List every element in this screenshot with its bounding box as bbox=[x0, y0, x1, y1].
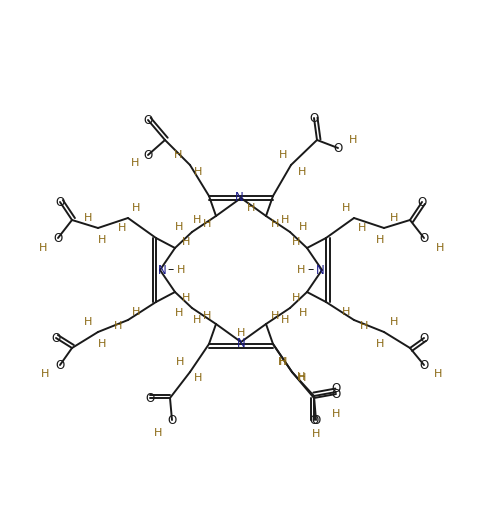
Text: O: O bbox=[51, 332, 61, 344]
Text: O: O bbox=[312, 413, 321, 427]
Text: H: H bbox=[271, 311, 279, 321]
Text: H: H bbox=[376, 235, 384, 245]
Text: H: H bbox=[193, 315, 201, 325]
Text: H: H bbox=[118, 223, 126, 233]
Text: H: H bbox=[203, 219, 211, 229]
Text: H: H bbox=[182, 293, 190, 303]
Text: O: O bbox=[331, 382, 341, 394]
Text: H: H bbox=[247, 203, 255, 213]
Text: O: O bbox=[331, 387, 341, 401]
Text: H: H bbox=[292, 237, 300, 247]
Text: H: H bbox=[98, 235, 106, 245]
Text: H: H bbox=[297, 372, 305, 382]
Text: H: H bbox=[298, 167, 306, 177]
Text: H: H bbox=[279, 150, 287, 160]
Text: N: N bbox=[157, 264, 166, 276]
Text: H: H bbox=[237, 328, 245, 338]
Text: H: H bbox=[203, 311, 211, 321]
Text: H: H bbox=[84, 317, 92, 327]
Text: O: O bbox=[419, 359, 428, 371]
Text: H: H bbox=[342, 203, 350, 213]
Text: H: H bbox=[281, 215, 289, 225]
Text: H: H bbox=[154, 428, 162, 438]
Text: H: H bbox=[131, 158, 139, 168]
Text: H: H bbox=[298, 373, 306, 383]
Text: O: O bbox=[168, 413, 177, 427]
Text: H: H bbox=[358, 223, 366, 233]
Text: H: H bbox=[299, 222, 307, 232]
Text: H: H bbox=[299, 308, 307, 318]
Text: O: O bbox=[56, 196, 65, 208]
Text: H: H bbox=[98, 339, 106, 349]
Text: H: H bbox=[376, 339, 384, 349]
Text: H: H bbox=[175, 222, 183, 232]
Text: H: H bbox=[175, 308, 183, 318]
Text: H: H bbox=[182, 237, 190, 247]
Text: H: H bbox=[292, 293, 300, 303]
Text: O: O bbox=[143, 149, 153, 161]
Text: H: H bbox=[281, 315, 289, 325]
Text: O: O bbox=[56, 359, 65, 371]
Text: H: H bbox=[193, 215, 201, 225]
Text: H: H bbox=[297, 265, 305, 275]
Text: H: H bbox=[41, 369, 49, 379]
Text: H: H bbox=[84, 213, 92, 223]
Text: H: H bbox=[332, 409, 340, 419]
Text: O: O bbox=[143, 113, 153, 127]
Text: H: H bbox=[174, 150, 182, 160]
Text: –: – bbox=[308, 264, 314, 276]
Text: H: H bbox=[194, 167, 202, 177]
Text: H: H bbox=[279, 357, 287, 367]
Text: H: H bbox=[194, 373, 202, 383]
Text: O: O bbox=[333, 142, 342, 154]
Text: H: H bbox=[342, 307, 350, 317]
Text: H: H bbox=[271, 219, 279, 229]
Text: H: H bbox=[390, 317, 398, 327]
Text: H: H bbox=[360, 321, 368, 331]
Text: H: H bbox=[390, 213, 398, 223]
Text: H: H bbox=[349, 135, 357, 145]
Text: H: H bbox=[312, 429, 320, 439]
Text: H: H bbox=[39, 243, 47, 253]
Text: N: N bbox=[315, 264, 325, 276]
Text: H: H bbox=[177, 265, 185, 275]
Text: H: H bbox=[278, 357, 286, 367]
Text: O: O bbox=[419, 332, 428, 344]
Text: O: O bbox=[419, 231, 428, 244]
Text: H: H bbox=[132, 307, 140, 317]
Text: O: O bbox=[417, 196, 426, 208]
Text: –: – bbox=[168, 264, 174, 276]
Text: H: H bbox=[114, 321, 122, 331]
Text: N: N bbox=[235, 191, 243, 203]
Text: O: O bbox=[310, 413, 319, 427]
Text: O: O bbox=[145, 391, 155, 405]
Text: O: O bbox=[310, 111, 319, 125]
Text: N: N bbox=[237, 337, 245, 350]
Text: H: H bbox=[434, 369, 442, 379]
Text: H: H bbox=[436, 243, 444, 253]
Text: H: H bbox=[132, 203, 140, 213]
Text: H: H bbox=[176, 357, 184, 367]
Text: O: O bbox=[54, 231, 63, 244]
